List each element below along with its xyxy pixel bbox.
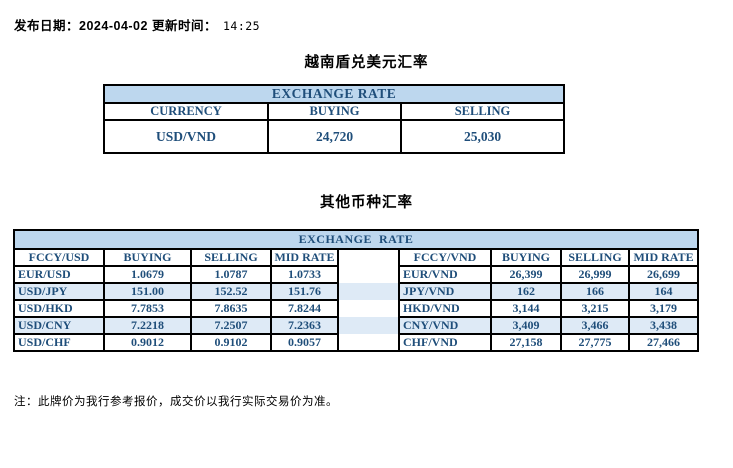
publish-meta-line: 发布日期：2024-04-02 更新时间： 14:25 — [14, 15, 260, 34]
table1-buying-value: 24,720 — [267, 119, 402, 154]
pair-eur-usd: EUR/USD — [13, 265, 105, 284]
pair-chf-vnd: CHF/VND — [398, 333, 492, 352]
cny-vnd-midrate: 3,438 — [627, 316, 700, 335]
table2-left-col-buying: BUYING — [103, 248, 192, 267]
jpy-vnd-selling: 166 — [560, 282, 630, 301]
table2-row-cny: USD/CNY 7.2218 7.2507 7.2363 CNY/VND 3,4… — [13, 316, 700, 335]
jpy-vnd-midrate: 164 — [627, 282, 700, 301]
usd-hkd-buying: 7.7853 — [103, 299, 192, 318]
disclaimer-note: 注：此牌价为我行参考报价，成交价以我行实际交易价为准。 — [14, 396, 338, 408]
usd-jpy-selling: 152.52 — [190, 282, 272, 301]
eur-vnd-buying: 26,399 — [490, 265, 562, 284]
chf-vnd-buying: 27,158 — [490, 333, 562, 352]
eur-usd-selling: 1.0787 — [190, 265, 272, 284]
table2-gap-cell — [337, 266, 400, 283]
pair-usd-hkd: USD/HKD — [13, 299, 105, 318]
usd-cny-midrate: 7.2363 — [270, 316, 339, 335]
usd-cny-selling: 7.2507 — [190, 316, 272, 335]
usd-chf-buying: 0.9012 — [103, 333, 192, 352]
table2-gap-cell — [337, 334, 400, 352]
table1-col-currency: CURRENCY — [103, 102, 269, 121]
table2-right-col-midrate: MID RATE — [627, 248, 700, 267]
usd-hkd-midrate: 7.8244 — [270, 299, 339, 318]
eur-usd-buying: 1.0679 — [103, 265, 192, 284]
cny-vnd-selling: 3,466 — [560, 316, 630, 335]
table2-header-row: FCCY/USD BUYING SELLING MID RATE FCCY/VN… — [13, 248, 700, 267]
table2-row-eur: EUR/USD 1.0679 1.0787 1.0733 EUR/VND 26,… — [13, 265, 700, 284]
usd-chf-midrate: 0.9057 — [270, 333, 339, 352]
jpy-vnd-buying: 162 — [490, 282, 562, 301]
table1-currency-pair: USD/VND — [103, 119, 269, 154]
chf-vnd-selling: 27,775 — [560, 333, 630, 352]
table2-right-col-fccy-vnd: FCCY/VND — [398, 248, 492, 267]
cny-vnd-buying: 3,409 — [490, 316, 562, 335]
table1-col-selling: SELLING — [399, 102, 566, 121]
usd-hkd-selling: 7.8635 — [190, 299, 272, 318]
table1-header-row: CURRENCY BUYING SELLING — [103, 102, 566, 121]
pair-eur-vnd: EUR/VND — [398, 265, 492, 284]
usd-chf-selling: 0.9102 — [190, 333, 272, 352]
table2-row-chf: USD/CHF 0.9012 0.9102 0.9057 CHF/VND 27,… — [13, 333, 700, 352]
section1-title: 越南盾兑美元汇率 — [304, 55, 429, 71]
table1-selling-value: 25,030 — [399, 119, 566, 154]
usd-cny-buying: 7.2218 — [103, 316, 192, 335]
table2-gap-cell — [337, 300, 400, 317]
hkd-vnd-selling: 3,215 — [560, 299, 630, 318]
table1-banner: EXCHANGE RATE — [102, 84, 566, 104]
table2-right-col-buying: BUYING — [490, 248, 562, 267]
eur-usd-midrate: 1.0733 — [270, 265, 339, 284]
pair-hkd-vnd: HKD/VND — [398, 299, 492, 318]
other-currencies-exchange-rate-table: EXCHANGE RATE FCCY/USD BUYING SELLING MI… — [12, 229, 700, 352]
pair-cny-vnd: CNY/VND — [398, 316, 492, 335]
usd-jpy-buying: 151.00 — [103, 282, 192, 301]
pair-usd-jpy: USD/JPY — [13, 282, 105, 301]
table2-banner-row: EXCHANGE RATE — [12, 229, 700, 250]
table2-row-hkd: USD/HKD 7.7853 7.8635 7.8244 HKD/VND 3,1… — [13, 299, 700, 318]
chf-vnd-midrate: 27,466 — [627, 333, 700, 352]
table2-gap-cell — [337, 283, 400, 300]
eur-vnd-selling: 26,999 — [560, 265, 630, 284]
pair-usd-chf: USD/CHF — [13, 333, 105, 352]
table2-row-jpy: USD/JPY 151.00 152.52 151.76 JPY/VND 162… — [13, 282, 700, 301]
hkd-vnd-buying: 3,144 — [490, 299, 562, 318]
pair-usd-cny: USD/CNY — [13, 316, 105, 335]
table2-banner: EXCHANGE RATE — [12, 229, 700, 250]
table1-banner-row: EXCHANGE RATE — [102, 84, 566, 104]
table1-data-row: USD/VND 24,720 25,030 — [103, 119, 566, 154]
hkd-vnd-midrate: 3,179 — [627, 299, 700, 318]
usd-vnd-exchange-rate-table: EXCHANGE RATE CURRENCY BUYING SELLING US… — [102, 84, 566, 154]
eur-vnd-midrate: 26,699 — [627, 265, 700, 284]
table2-right-col-selling: SELLING — [560, 248, 630, 267]
table2-gap-cell — [337, 249, 400, 266]
table1-col-buying: BUYING — [267, 102, 402, 121]
table2-left-col-midrate: MID RATE — [270, 248, 339, 267]
publish-date-label: 发布日期： — [14, 19, 80, 33]
pair-jpy-vnd: JPY/VND — [398, 282, 492, 301]
section2-title: 其他币种汇率 — [320, 195, 413, 211]
update-time-value: 14:25 — [222, 19, 261, 33]
update-time-label: 更新时间： — [151, 19, 217, 33]
table2-gap-cell — [337, 317, 400, 334]
usd-jpy-midrate: 151.76 — [270, 282, 339, 301]
publish-date-value: 2024-04-02 — [79, 19, 148, 33]
table2-left-col-selling: SELLING — [190, 248, 272, 267]
table2-left-col-fccy-usd: FCCY/USD — [13, 248, 105, 267]
